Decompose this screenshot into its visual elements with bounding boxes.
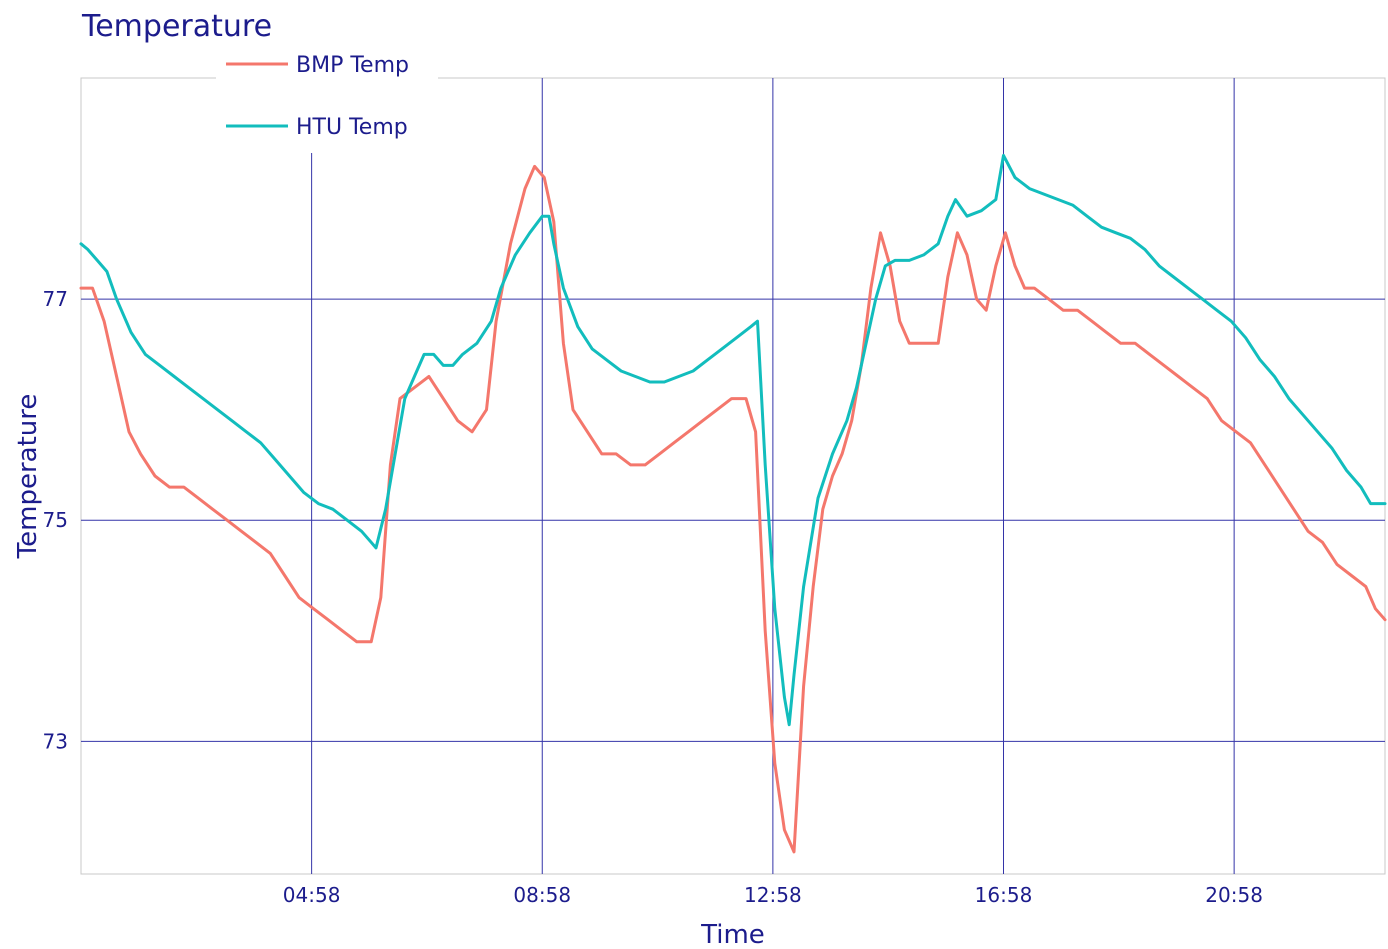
y-tick-label: 77 [43,287,68,311]
x-tick-label: 16:58 [975,883,1033,907]
x-tick-label: 08:58 [513,883,571,907]
x-tick-label: 12:58 [744,883,802,907]
htu-temp-line [79,153,1387,727]
legend: BMP Temp HTU Temp [216,50,438,153]
legend-item-htu-label: HTU Temp [296,115,408,140]
legend-item-bmp-label: BMP Temp [296,53,409,78]
y-axis-title: Temperature [13,394,43,560]
grid-layer [81,78,1385,874]
chart-title: Temperature [81,9,272,44]
tick-layer: 04:58 08:58 12:58 16:58 20:58 73 75 77 [43,287,1263,907]
bmp-temp-line [79,164,1387,854]
x-tick-label: 04:58 [283,883,341,907]
x-tick-label: 20:58 [1205,883,1263,907]
y-tick-label: 75 [43,508,68,532]
y-tick-label: 73 [43,729,68,753]
legend-box [216,50,438,153]
plot-frame [80,77,1386,875]
x-axis-title: Time [700,920,765,949]
series-layer [79,153,1387,854]
